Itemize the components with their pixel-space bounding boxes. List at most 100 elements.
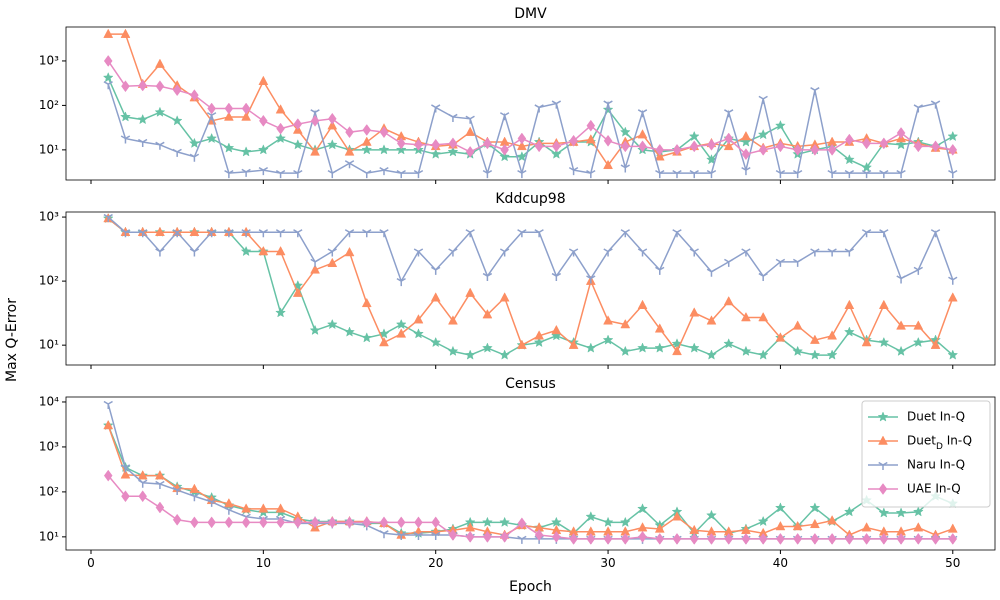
- data-point: [878, 507, 890, 518]
- data-point: [189, 493, 200, 502]
- data-point: [431, 516, 441, 529]
- data-point: [138, 138, 148, 148]
- data-point: [465, 115, 475, 124]
- data-point: [138, 490, 148, 503]
- data-point: [826, 349, 838, 360]
- data-point: [241, 503, 252, 513]
- data-point: [482, 169, 493, 179]
- data-point: [293, 118, 303, 131]
- data-point: [654, 323, 665, 333]
- data-point: [775, 502, 786, 513]
- data-point: [534, 104, 544, 113]
- data-point: [362, 229, 372, 238]
- data-point: [103, 213, 113, 223]
- data-point: [395, 318, 407, 330]
- data-point: [637, 109, 648, 118]
- data-point: [861, 336, 872, 347]
- data-point: [534, 229, 544, 238]
- data-point: [344, 326, 355, 337]
- data-point: [792, 520, 803, 531]
- data-point: [707, 532, 716, 545]
- data-point: [723, 338, 735, 349]
- data-point: [155, 248, 165, 257]
- data-point: [155, 470, 165, 480]
- data-point: [309, 324, 321, 335]
- data-point: [879, 137, 889, 150]
- data-point: [223, 498, 234, 508]
- data-point: [672, 511, 682, 521]
- data-point: [550, 148, 562, 159]
- plot-frame: [65, 396, 996, 551]
- data-point: [861, 229, 872, 238]
- data-point: [637, 342, 648, 353]
- data-point: [327, 257, 338, 268]
- data-point: [586, 532, 596, 545]
- data-point: [327, 248, 337, 257]
- data-point: [809, 502, 821, 513]
- chart-title: Kddcup98: [495, 191, 565, 207]
- data-point: [534, 529, 544, 541]
- data-point: [637, 248, 648, 257]
- data-point: [895, 139, 907, 150]
- data-point: [465, 229, 475, 238]
- data-point: [912, 506, 924, 517]
- data-point: [896, 169, 906, 179]
- data-point: [827, 515, 838, 525]
- plot-area: 10¹ 10² 10³: [39, 210, 996, 369]
- data-point: [431, 531, 441, 540]
- data-point: [276, 122, 285, 135]
- data-point: [275, 132, 286, 144]
- data-point: [878, 299, 889, 309]
- series-group: [102, 400, 959, 545]
- data-point: [516, 339, 527, 349]
- data-point: [724, 258, 734, 267]
- data-point: [430, 336, 442, 348]
- data-point: [362, 169, 372, 179]
- data-point: [740, 345, 752, 356]
- data-point: [276, 516, 285, 529]
- data-point: [155, 480, 165, 489]
- data-point: [861, 169, 872, 179]
- data-point: [619, 345, 631, 356]
- data-point: [275, 307, 286, 318]
- legend-box: [861, 400, 991, 508]
- data-point: [362, 124, 372, 136]
- data-point: [913, 532, 923, 545]
- data-point: [913, 104, 923, 113]
- data-point: [585, 511, 597, 522]
- data-point: [189, 248, 200, 257]
- data-point: [224, 516, 234, 529]
- data-point: [723, 140, 734, 151]
- data-point: [947, 349, 959, 360]
- data-point: [241, 516, 251, 529]
- data-point: [878, 336, 890, 348]
- data-point: [292, 139, 304, 150]
- y-tick-label: 10⁴: [39, 394, 59, 408]
- x-tick-label: 20: [428, 556, 443, 570]
- data-point: [879, 229, 889, 238]
- data-point: [310, 146, 320, 156]
- data-point: [775, 120, 786, 131]
- data-point: [672, 532, 682, 545]
- data-point: [517, 229, 527, 238]
- data-point: [258, 229, 269, 238]
- y-tick-label: 10²: [39, 484, 59, 498]
- data-point: [138, 79, 148, 92]
- data-point: [224, 506, 234, 515]
- data-point: [431, 138, 441, 151]
- data-point: [689, 140, 699, 153]
- data-point: [741, 532, 751, 545]
- legend-label: Naru In-Q: [907, 458, 965, 472]
- data-point: [293, 516, 303, 529]
- data-point: [155, 501, 165, 514]
- data-point: [844, 299, 855, 309]
- data-point: [862, 532, 871, 545]
- data-point: [533, 336, 545, 348]
- data-point: [414, 138, 423, 151]
- data-point: [740, 136, 752, 147]
- data-point: [517, 535, 527, 544]
- data-point: [568, 166, 579, 176]
- data-point: [620, 140, 630, 153]
- data-point: [724, 132, 734, 145]
